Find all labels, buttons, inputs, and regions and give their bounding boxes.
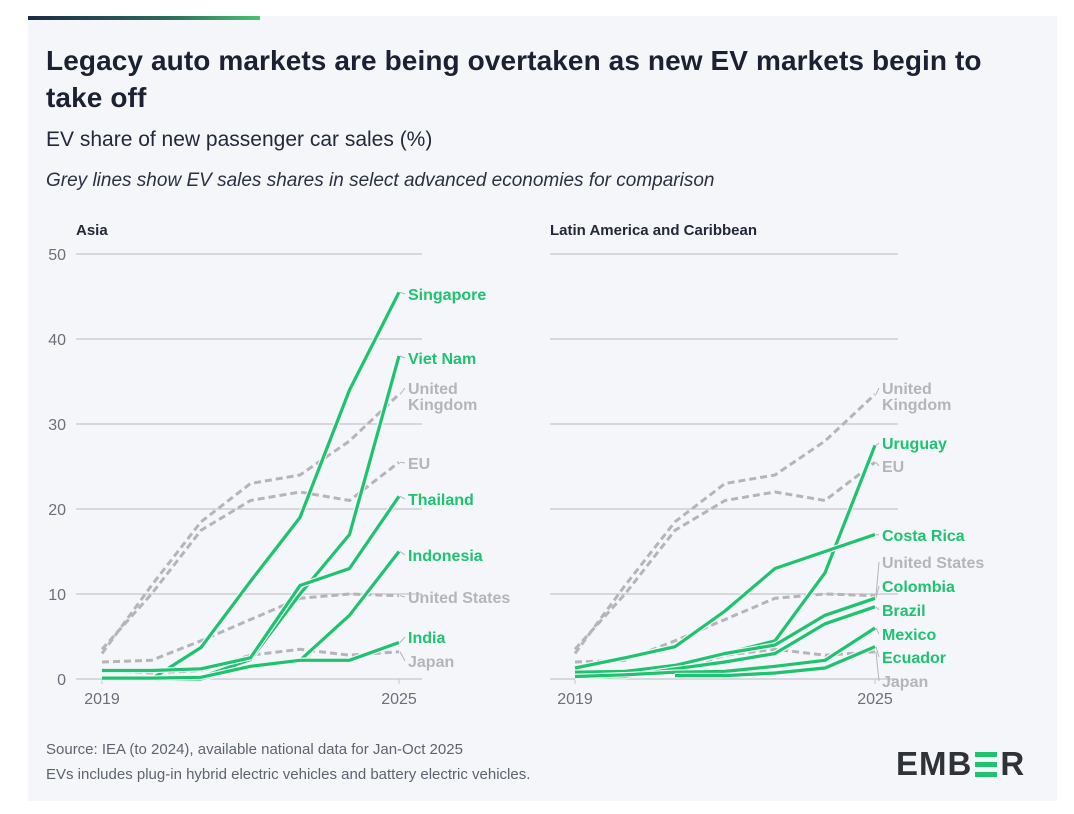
ember-logo: EMB R (896, 745, 1026, 782)
logo-text-right: R (1000, 745, 1026, 782)
latam-series-label-united-kingdom: Kingdom (882, 397, 951, 414)
asia-series-label-eu: EU (408, 456, 430, 473)
asia-series-eu (100, 461, 400, 651)
latam-series-uruguay (574, 444, 877, 677)
latam-label-connector (875, 646, 880, 658)
latam-series-label-costa-rica: Costa Rica (882, 528, 965, 545)
asia-label-connector (399, 291, 406, 295)
asia-x-tick-label: 2025 (381, 691, 417, 708)
latam-label-connector (875, 585, 880, 599)
asia-series-label-india: India (408, 630, 445, 647)
latam-label-connector (875, 442, 880, 446)
latam-series-label-uruguay: Uruguay (882, 436, 947, 453)
latam-label-connector (875, 387, 880, 395)
latam-series-label-brazil: Brazil (882, 603, 926, 620)
asia-y-tick-label: 10 (48, 587, 66, 604)
asia-x-tick-label: 2019 (84, 691, 120, 708)
latam-label-connector (875, 651, 880, 682)
chart-title: Legacy auto markets are being overtaken … (46, 45, 982, 113)
definition-text: EVs includes plug-in hybrid electric veh… (46, 766, 531, 783)
latam-label-connector (875, 606, 880, 611)
latam-label-connector (875, 534, 880, 536)
asia-label-connector (399, 387, 406, 395)
asia-label-connector (399, 355, 406, 359)
asia-series-label-thailand: Thailand (408, 492, 474, 509)
source-text: Source: IEA (to 2024), available nationa… (46, 741, 463, 758)
latam-series-mexico (574, 626, 876, 679)
latam-series-label-japan: Japan (882, 674, 928, 691)
asia-series-label-viet-nam: Viet Nam (408, 351, 476, 368)
asia-label-connector (399, 636, 406, 643)
latam-series-costa-rica (574, 532, 876, 670)
latam-label-connector (875, 627, 880, 635)
asia-series-label-united-states: United States (408, 590, 510, 607)
latam-series-colombia (574, 596, 876, 674)
asia-label-connector (399, 551, 406, 556)
asia-series-thailand (102, 495, 401, 673)
latam-x-tick-label: 2019 (557, 691, 593, 708)
latam-series-label-united-kingdom: United (882, 381, 932, 398)
latam-series-label-eu: EU (882, 459, 904, 476)
source-note: Source: IEA (to 2024), available nationa… (46, 737, 530, 787)
asia-series-label-united-kingdom: United (408, 381, 458, 398)
latam-series-label-united-states: United States (882, 555, 984, 572)
asia-label-connector (399, 461, 406, 464)
chart-subtitle: EV share of new passenger car sales (%) (46, 128, 433, 151)
panel-title-asia: Asia (76, 222, 108, 239)
asia-series-label-indonesia: Indonesia (408, 548, 483, 565)
asia-y-tick-label: 20 (48, 502, 66, 519)
asia-series-label-singapore: Singapore (408, 287, 486, 304)
asia-y-tick-label: 30 (48, 417, 66, 434)
panel-title-latam: Latin America and Caribbean (550, 222, 757, 239)
latam-series-eu (573, 461, 876, 651)
asia-series-label-japan: Japan (408, 654, 454, 671)
latam-label-connector (875, 461, 880, 467)
latam-label-connector (875, 561, 880, 596)
asia-series-viet-nam (102, 355, 401, 681)
accent-bar (28, 16, 260, 20)
logo-e-mark-icon (975, 751, 998, 777)
chart-note: Grey lines show EV sales shares in selec… (46, 170, 715, 191)
latam-series-label-colombia: Colombia (882, 579, 955, 596)
asia-series-united-states (101, 592, 400, 664)
asia-y-tick-label: 0 (57, 672, 66, 689)
latam-series-ecuador (675, 645, 876, 678)
asia-y-tick-label: 50 (48, 247, 66, 264)
asia-series-india (102, 640, 400, 680)
asia-label-connector (399, 595, 406, 598)
asia-label-connector (399, 495, 406, 500)
latam-series-label-mexico: Mexico (882, 627, 936, 644)
asia-series-label-united-kingdom: Kingdom (408, 397, 477, 414)
asia-label-connector (399, 651, 406, 662)
logo-text-left: EMB (896, 745, 973, 782)
latam-x-tick-label: 2025 (857, 691, 893, 708)
latam-series-label-ecuador: Ecuador (882, 650, 946, 667)
asia-y-tick-label: 40 (48, 332, 66, 349)
